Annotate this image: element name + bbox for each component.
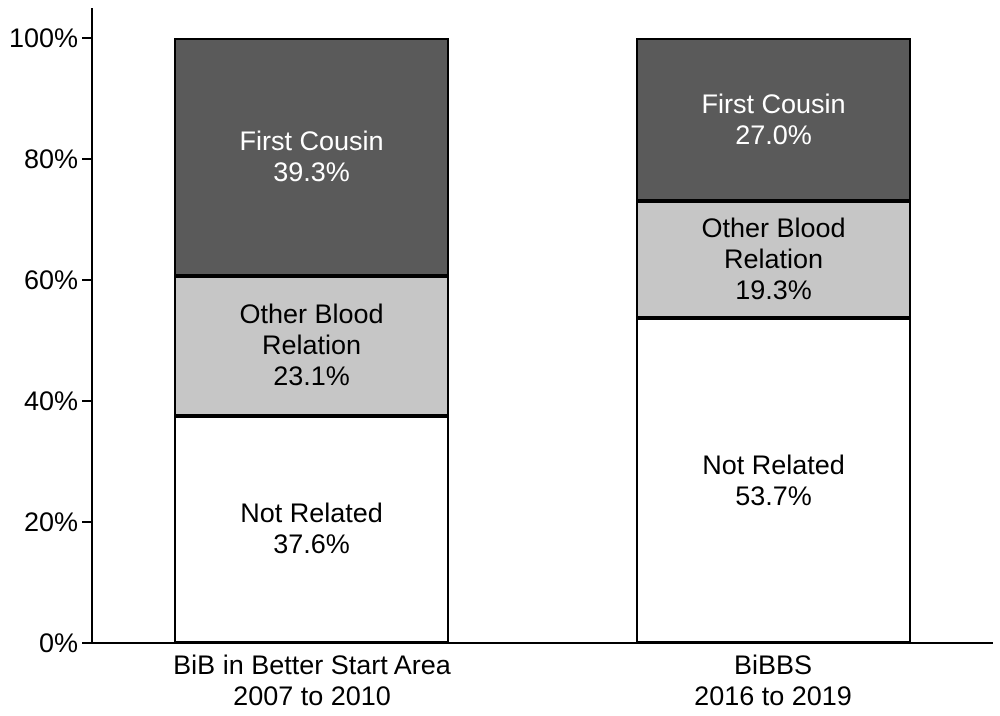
y-tick-label: 20% xyxy=(23,507,78,537)
segment-label-line: Not Related xyxy=(240,498,383,529)
segment-label-line: Relation xyxy=(723,244,824,275)
segment-label-line: 19.3% xyxy=(735,275,812,306)
y-tick-mark xyxy=(82,279,92,281)
segment-label-line: 23.1% xyxy=(273,361,350,392)
y-tick-mark xyxy=(82,158,92,160)
bar-segment-first-cousin: First Cousin 39.3% xyxy=(174,38,449,276)
segment-label-line: First Cousin xyxy=(239,125,384,156)
category-label-line: 2016 to 2019 xyxy=(694,681,852,711)
segment-label-line: 37.6% xyxy=(273,529,350,560)
segment-label-line: Other Blood xyxy=(701,213,846,244)
segment-label-line: 53.7% xyxy=(735,480,812,511)
bar-segment-first-cousin: First Cousin 27.0% xyxy=(636,38,911,202)
segment-label-line: Not Related xyxy=(702,449,845,480)
bar-segment-other-blood-relation: Other Blood Relation 19.3% xyxy=(636,201,911,319)
segment-label-line: Relation xyxy=(261,330,362,361)
segment-label-line: 39.3% xyxy=(273,156,350,187)
y-tick-label: 0% xyxy=(38,628,78,658)
bar-segment-other-blood-relation: Other Blood Relation 23.1% xyxy=(174,275,449,416)
x-axis-line xyxy=(82,642,993,644)
category-label-line: 2007 to 2010 xyxy=(233,681,391,711)
segment-label-line: 27.0% xyxy=(735,119,812,150)
y-tick-mark xyxy=(82,400,92,402)
category-label: BiB in Better Start Area 2007 to 2010 xyxy=(82,650,542,712)
y-tick-label: 100% xyxy=(8,23,78,53)
bar-2: First Cousin 27.0% Other Blood Relation 19.3… xyxy=(636,38,911,643)
y-axis-line xyxy=(91,8,93,644)
y-tick-mark xyxy=(82,37,92,39)
bar-segment-not-related: Not Related 37.6% xyxy=(174,415,449,643)
category-label-line: BiB in Better Start Area xyxy=(173,650,451,680)
y-tick-label: 60% xyxy=(23,265,78,295)
category-label-line: BiBBS xyxy=(733,650,813,680)
y-tick-label: 80% xyxy=(23,144,78,174)
segment-label-line: Other Blood xyxy=(239,299,384,330)
category-label: BiBBS 2016 to 2019 xyxy=(543,650,1000,712)
y-tick-mark xyxy=(82,521,92,523)
bar-1: First Cousin 39.3% Other Blood Relation 23.1… xyxy=(174,38,449,643)
bar-segment-not-related: Not Related 53.7% xyxy=(636,318,911,643)
y-tick-label: 40% xyxy=(23,386,78,416)
segment-label-line: First Cousin xyxy=(701,88,846,119)
y-tick-mark xyxy=(82,642,92,644)
